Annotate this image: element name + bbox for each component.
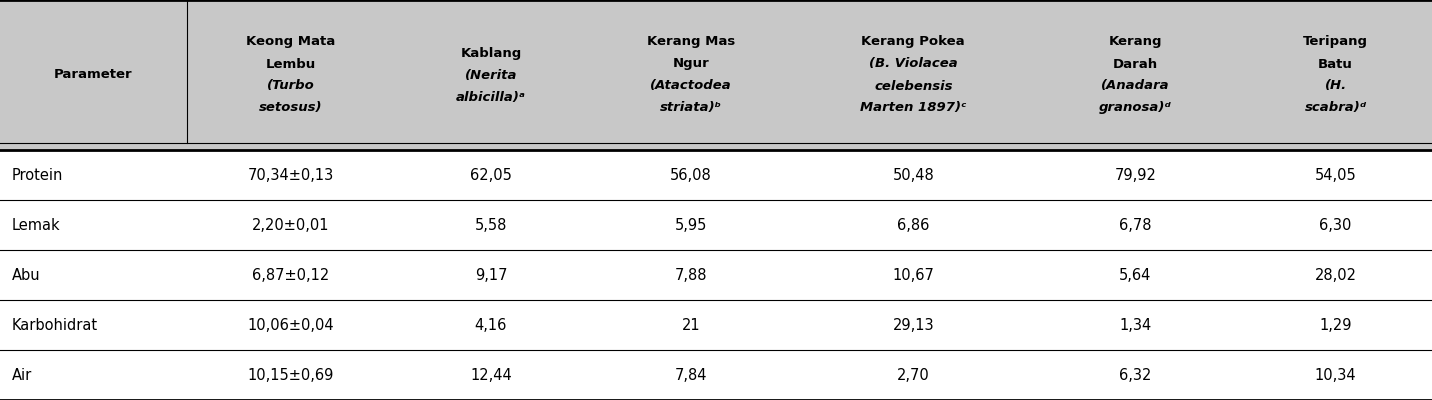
Text: Air: Air bbox=[11, 368, 32, 382]
Text: striata)ᵇ: striata)ᵇ bbox=[660, 102, 722, 114]
Text: albicilla)ᵃ: albicilla)ᵃ bbox=[455, 90, 526, 104]
Bar bbox=[188, 0, 395, 150]
Text: Kerang Pokea: Kerang Pokea bbox=[862, 36, 965, 48]
Text: setosus): setosus) bbox=[259, 102, 322, 114]
Bar bbox=[0, 0, 188, 150]
Text: Batu: Batu bbox=[1317, 58, 1353, 70]
Text: 5,58: 5,58 bbox=[475, 218, 507, 232]
Text: 7,88: 7,88 bbox=[674, 268, 707, 282]
Text: Marten 1897)ᶜ: Marten 1897)ᶜ bbox=[861, 102, 967, 114]
Text: Ngur: Ngur bbox=[673, 58, 709, 70]
Text: 29,13: 29,13 bbox=[892, 318, 934, 332]
Text: celebensis: celebensis bbox=[874, 80, 952, 92]
Text: 10,34: 10,34 bbox=[1315, 368, 1356, 382]
Text: 56,08: 56,08 bbox=[670, 168, 712, 182]
Text: 50,48: 50,48 bbox=[892, 168, 934, 182]
Text: Darah: Darah bbox=[1113, 58, 1158, 70]
Text: scabra)ᵈ: scabra)ᵈ bbox=[1305, 102, 1366, 114]
Text: Kablang: Kablang bbox=[460, 46, 521, 60]
Text: 1,29: 1,29 bbox=[1319, 318, 1352, 332]
Text: 54,05: 54,05 bbox=[1315, 168, 1356, 182]
Text: 7,84: 7,84 bbox=[674, 368, 707, 382]
Text: 4,16: 4,16 bbox=[475, 318, 507, 332]
Bar bbox=[395, 0, 587, 150]
Text: 6,32: 6,32 bbox=[1120, 368, 1151, 382]
Text: 28,02: 28,02 bbox=[1315, 268, 1356, 282]
Text: 12,44: 12,44 bbox=[470, 368, 511, 382]
Text: 79,92: 79,92 bbox=[1114, 168, 1156, 182]
Text: 6,30: 6,30 bbox=[1319, 218, 1352, 232]
Bar bbox=[587, 0, 795, 150]
Text: (Nerita: (Nerita bbox=[465, 68, 517, 82]
Bar bbox=[0, 250, 1432, 300]
Bar bbox=[1239, 0, 1432, 150]
Text: Lemak: Lemak bbox=[11, 218, 60, 232]
Text: 6,87±0,12: 6,87±0,12 bbox=[252, 268, 329, 282]
Text: 6,78: 6,78 bbox=[1120, 218, 1151, 232]
Bar bbox=[795, 0, 1031, 150]
Bar bbox=[1031, 0, 1239, 150]
Text: (Turbo: (Turbo bbox=[266, 80, 315, 92]
Text: Kerang: Kerang bbox=[1108, 36, 1163, 48]
Text: Keong Mata: Keong Mata bbox=[246, 36, 335, 48]
Text: Teripang: Teripang bbox=[1303, 36, 1368, 48]
Text: 10,67: 10,67 bbox=[892, 268, 934, 282]
Bar bbox=[0, 150, 1432, 200]
Text: (Anadara: (Anadara bbox=[1101, 80, 1170, 92]
Text: 70,34±0,13: 70,34±0,13 bbox=[248, 168, 334, 182]
Text: 5,64: 5,64 bbox=[1120, 268, 1151, 282]
Text: 9,17: 9,17 bbox=[475, 268, 507, 282]
Text: 5,95: 5,95 bbox=[674, 218, 707, 232]
Text: (H.: (H. bbox=[1325, 80, 1346, 92]
Text: Parameter: Parameter bbox=[54, 68, 133, 82]
Text: 6,86: 6,86 bbox=[896, 218, 929, 232]
Text: (B. Violacea: (B. Violacea bbox=[869, 58, 958, 70]
Bar bbox=[0, 200, 1432, 250]
Text: 62,05: 62,05 bbox=[470, 168, 511, 182]
Text: Abu: Abu bbox=[11, 268, 40, 282]
Text: 21: 21 bbox=[682, 318, 700, 332]
Text: 10,06±0,04: 10,06±0,04 bbox=[248, 318, 334, 332]
Text: Karbohidrat: Karbohidrat bbox=[11, 318, 97, 332]
Text: (Atactodea: (Atactodea bbox=[650, 80, 732, 92]
Bar bbox=[0, 300, 1432, 350]
Text: Kerang Mas: Kerang Mas bbox=[647, 36, 735, 48]
Text: 10,15±0,69: 10,15±0,69 bbox=[248, 368, 334, 382]
Text: 1,34: 1,34 bbox=[1120, 318, 1151, 332]
Text: 2,70: 2,70 bbox=[896, 368, 929, 382]
Text: Lembu: Lembu bbox=[266, 58, 316, 70]
Bar bbox=[0, 350, 1432, 400]
Text: Protein: Protein bbox=[11, 168, 63, 182]
Text: granosa)ᵈ: granosa)ᵈ bbox=[1098, 102, 1171, 114]
Text: 2,20±0,01: 2,20±0,01 bbox=[252, 218, 329, 232]
